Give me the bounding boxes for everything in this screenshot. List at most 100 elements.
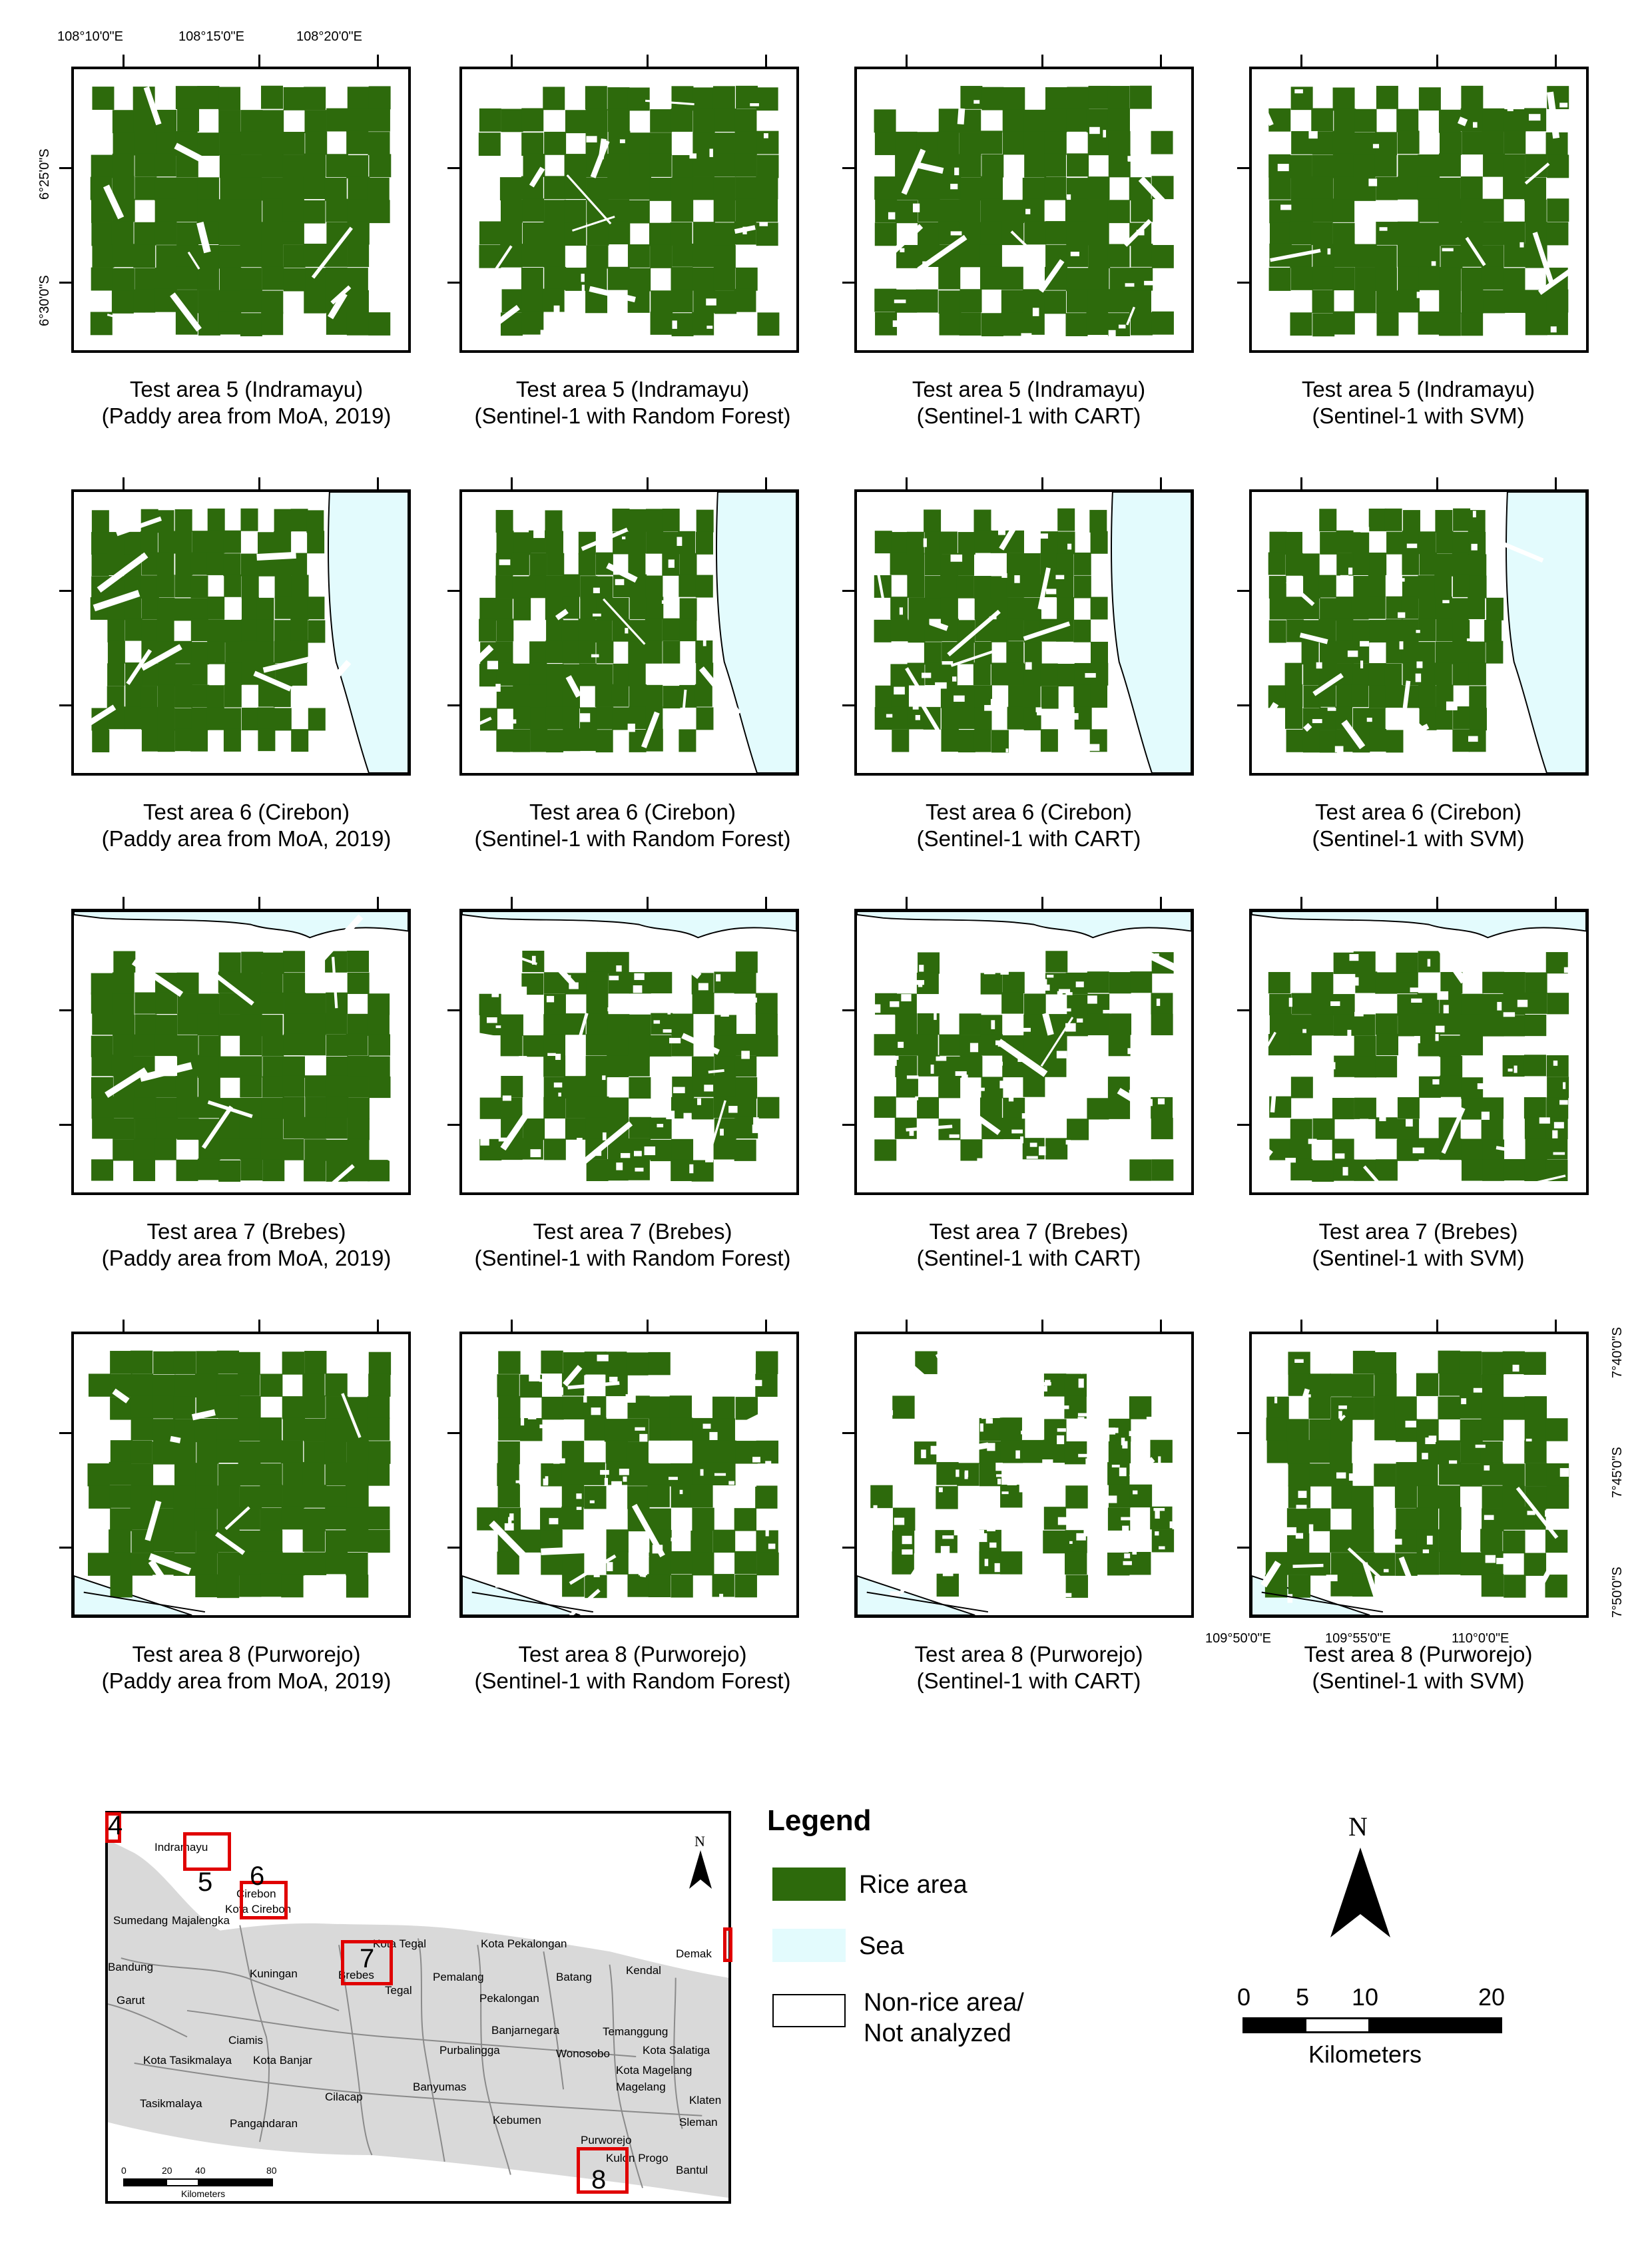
place-label: Kota Banjar [253,2054,312,2067]
study-area-box [723,1927,732,1962]
legend-swatch-sea [772,1929,846,1962]
graticule-tick [1555,477,1557,489]
panel-subtitle: (Sentinel-1 with SVM) [1312,826,1525,851]
map-panel [71,1332,411,1618]
graticule-tick [510,897,513,909]
place-label: Bantul [676,2164,708,2176]
place-label: Pekalongan [479,1992,539,2005]
legend-label-sea: Sea [859,1932,904,1960]
panel-title: Test area 5 (Indramayu) [1301,377,1535,401]
graticule-tick [1160,477,1162,489]
study-area-box [577,2147,629,2194]
graticule-tick [1436,55,1438,67]
panel-title: Test area 8 (Purworejo) [518,1642,747,1666]
graticule-tick [59,166,71,169]
map-panel [459,909,799,1195]
place-label: Kota Tasikmalaya [143,2054,232,2067]
graticule-tick [258,1320,260,1332]
study-area-number: 6 [250,1862,265,1891]
north-arrow-icon [1330,1848,1390,1937]
panel-caption: Test area 5 (Indramayu) (Sentinel-1 with … [842,376,1215,429]
panel-subtitle: (Paddy area from MoA, 2019) [101,1246,392,1270]
graticule-tick [447,1546,459,1549]
legend-label-rice: Rice area [859,1871,967,1899]
place-label: Klaten [689,2094,722,2107]
map-panel [71,489,411,776]
graticule-tick [1300,897,1302,909]
place-label: Banjarnegara [491,2024,560,2037]
panel-title: Test area 6 (Cirebon) [529,800,736,824]
study-area-number: 4 [108,1811,123,1840]
graticule-tick [510,55,513,67]
map-panel [1249,909,1589,1195]
lon-label: 110°0'0"E [1452,1631,1510,1646]
lat-label: 7°50'0"S [1610,1567,1625,1618]
place-label: Tegal [385,1984,412,1997]
study-area-box [240,1881,288,1919]
graticule-tick [447,1123,459,1126]
graticule-tick [377,897,379,909]
place-label: Kota Salatiga [643,2044,710,2057]
place-label: Purworejo [581,2134,632,2146]
graticule-tick [447,166,459,169]
place-label: Pemalang [433,1971,484,1983]
rice-map-graphic [74,1348,392,1615]
panel-subtitle: (Sentinel-1 with CART) [916,403,1141,428]
rice-map-graphic [462,911,796,1182]
panel-subtitle: (Sentinel-1 with SVM) [1312,1246,1525,1270]
graticule-tick [447,1009,459,1011]
panel-title: Test area 7 (Brebes) [1318,1219,1518,1244]
panel-subtitle: (Sentinel-1 with CART) [916,826,1141,851]
panel-caption: Test area 6 (Cirebon) (Paddy area from Mo… [60,799,433,852]
study-area-number: 7 [360,1944,375,1973]
panel-caption: Test area 7 (Brebes) (Sentinel-1 with Ran… [446,1218,819,1272]
inset-locator-map [105,1811,731,2204]
panel-subtitle: (Sentinel-1 with Random Forest) [474,826,791,851]
map-panel [854,909,1194,1195]
graticule-tick [1160,897,1162,909]
panel-caption: Test area 8 (Purworejo) (Sentinel-1 with … [842,1641,1215,1694]
map-panel [71,67,411,353]
scale-tick: 0 [1237,1983,1251,2011]
graticule-tick [842,589,854,592]
map-panel [459,1332,799,1618]
graticule-tick [258,897,260,909]
graticule-tick [258,55,260,67]
place-label: Bandung [108,1961,154,1973]
rice-map-graphic [90,85,392,337]
graticule-tick [1436,897,1438,909]
graticule-tick [765,897,767,909]
place-label: Indramayu [154,1841,208,1854]
panel-caption: Test area 7 (Brebes) (Sentinel-1 with CAR… [842,1218,1215,1272]
graticule-tick [842,1009,854,1011]
graticule-tick [905,55,908,67]
place-label: Magelang [616,2081,666,2093]
graticule-tick [1436,1320,1438,1332]
graticule-tick [510,477,513,489]
rice-map-graphic [1252,1350,1569,1615]
panel-title: Test area 6 (Cirebon) [926,800,1132,824]
graticule-tick [1436,477,1438,489]
graticule-tick [765,477,767,489]
panel-subtitle: (Paddy area from MoA, 2019) [101,826,392,851]
graticule-tick [122,477,125,489]
map-panel [459,67,799,353]
lon-label: 108°10'0"E [57,29,123,44]
place-label: Kebumen [493,2114,541,2126]
graticule-tick [122,1320,125,1332]
place-label: Demak [676,1947,712,1960]
graticule-tick [258,477,260,489]
rice-map-graphic [857,1335,1188,1615]
place-label: Kota Magelang [616,2064,692,2077]
place-label: Wonosobo [556,2047,610,2060]
graticule-tick [447,281,459,284]
scale-tick: 10 [1352,1983,1379,2011]
graticule-tick [646,55,649,67]
rice-map-graphic [1257,69,1586,337]
place-label: Purbalingga [439,2044,500,2057]
rice-map-graphic [478,85,780,339]
panel-caption: Test area 8 (Purworejo) (Sentinel-1 with … [446,1641,819,1694]
place-label: Kuningan [250,1967,298,1980]
scale-segment [1242,2017,1306,2033]
graticule-tick [377,1320,379,1332]
